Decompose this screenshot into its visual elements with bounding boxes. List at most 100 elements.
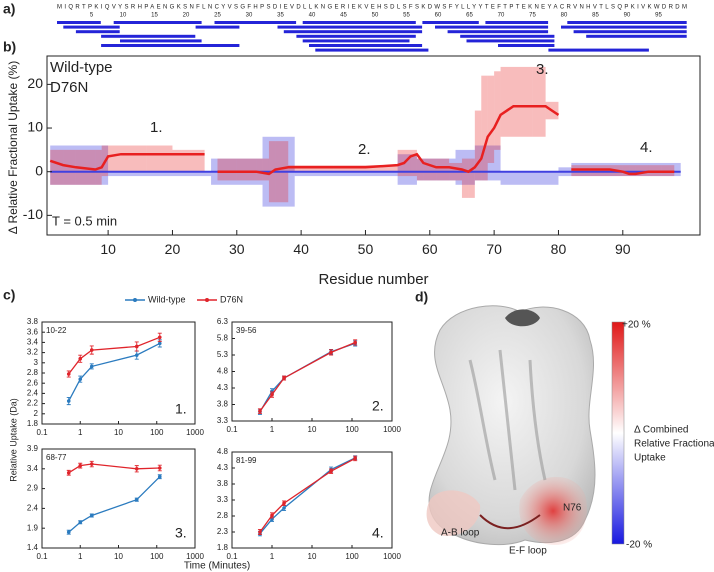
peptide-bar	[309, 44, 423, 47]
x-tick-label: 100	[345, 425, 359, 434]
uncertainty-band	[108, 145, 121, 172]
uncertainty-band	[552, 101, 559, 120]
y-tick-label: 3.3	[217, 416, 229, 425]
peptide-bar	[302, 39, 410, 43]
data-point	[89, 513, 94, 518]
peptide-bar	[485, 21, 549, 24]
sequence: MIQRTPKIQVYSRHPAENGKSNFLNCYVSGFHPSDIEVDL…	[57, 5, 687, 11]
data-point	[270, 392, 274, 397]
legend-label: Wild-type	[148, 294, 186, 304]
annotation: 2.	[358, 141, 371, 158]
panel-label: a)	[3, 1, 15, 17]
residue-number: 55	[403, 13, 410, 19]
colorbar-title: Δ Combined	[634, 425, 689, 436]
data-point	[329, 469, 333, 474]
residue-number: 75	[529, 13, 536, 19]
uncertainty-band	[397, 154, 417, 185]
uncertainty-band	[404, 149, 411, 177]
peptide-bar	[466, 39, 555, 43]
uncertainty-band	[236, 158, 257, 181]
residue-number: 80	[561, 13, 568, 19]
uncertainty-band	[256, 158, 269, 181]
y-tick-label: 2	[34, 409, 39, 418]
peptide-bar	[447, 30, 549, 34]
uncertainty-band	[635, 165, 649, 177]
y-axis-label: Relative Uptake (Da)	[8, 398, 18, 482]
x-tick-label: 40	[293, 241, 309, 257]
peptide-bar	[57, 21, 101, 24]
plot-frame	[231, 321, 393, 422]
data-point	[329, 350, 333, 355]
data-point	[282, 501, 286, 506]
peptide-bar	[435, 25, 549, 29]
y-tick-label: 2.9	[27, 484, 39, 493]
y-tick-label: 5.3	[217, 350, 229, 359]
y-tick-label: 4.8	[217, 447, 229, 456]
x-tick-label: 20	[165, 241, 181, 257]
uncertainty-band	[532, 66, 546, 137]
data-point	[78, 356, 83, 361]
series-line	[68, 476, 161, 533]
peptide-bar	[302, 21, 416, 24]
uncertainty-band	[423, 158, 437, 181]
residue-number: 95	[655, 13, 662, 19]
y-tick-label: 3.2	[27, 348, 39, 357]
x-tick-label: 100	[150, 428, 164, 437]
x-tick-label: 1	[270, 552, 275, 561]
uncertainty-band	[461, 158, 469, 198]
y-tick-label: 1.9	[27, 523, 39, 532]
annotation: 3.	[536, 61, 549, 78]
x-tick-label: 1	[78, 428, 83, 437]
y-tick-label: 1.8	[27, 419, 39, 428]
data-point	[157, 335, 162, 340]
uncertainty-band	[416, 158, 424, 181]
annotation: 3.	[175, 525, 187, 541]
legend-swatch	[133, 298, 137, 302]
x-tick-label: 100	[150, 552, 164, 561]
uncertainty-band	[294, 171, 398, 177]
legend-label: D76N	[50, 79, 88, 96]
peptide-bar	[561, 25, 687, 29]
data-point	[134, 467, 139, 471]
colorbar	[611, 321, 625, 545]
x-tick-label: 60	[422, 241, 438, 257]
peptide-bar	[63, 25, 120, 29]
dark-region	[505, 309, 540, 327]
series-line	[68, 463, 160, 474]
uncertainty-band	[217, 158, 237, 181]
series-line	[68, 336, 161, 375]
x-tick-label: 1000	[383, 425, 401, 434]
uncertainty-band	[474, 110, 482, 181]
panel-label: c)	[3, 287, 15, 303]
data-point	[282, 376, 286, 380]
uncertainty-band	[108, 171, 212, 177]
x-tick-label: 0.1	[226, 552, 238, 561]
x-tick-label: 100	[345, 552, 359, 561]
y-tick-label: 3.3	[217, 495, 229, 504]
x-tick-label: 50	[358, 241, 374, 257]
uncertainty-band	[120, 145, 147, 172]
residue-number: 70	[498, 13, 505, 19]
uncertainty-band	[436, 158, 450, 181]
data-point	[282, 506, 286, 510]
x-tick-label: 10	[114, 428, 123, 437]
x-tick-label: 1	[78, 552, 83, 561]
x-tick-label: 1000	[186, 428, 204, 437]
panel-region-label: 68-77	[46, 453, 67, 462]
colorbar-max: +20 %	[622, 320, 651, 331]
x-tick-label: 10	[114, 552, 123, 561]
data-point	[66, 470, 71, 475]
annotation: 1.	[175, 401, 187, 417]
data-point	[353, 340, 357, 345]
structure	[426, 305, 596, 545]
panel-label: b)	[3, 39, 16, 55]
annotation: 4.	[640, 139, 653, 156]
x-tick-label: 1000	[186, 552, 204, 561]
uncertainty-band	[500, 66, 514, 137]
series-line	[259, 457, 356, 535]
panel-region-label: 10-22	[46, 326, 67, 335]
x-tick-label: 1	[270, 425, 275, 434]
data-point	[78, 377, 83, 381]
plot-frame	[41, 448, 196, 549]
peptide-bar	[296, 34, 416, 38]
